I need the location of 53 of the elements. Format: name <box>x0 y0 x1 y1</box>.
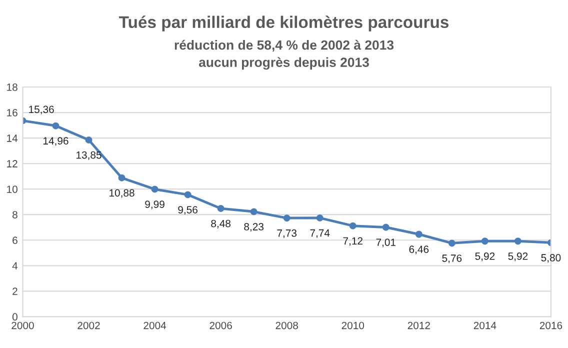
point <box>349 222 356 230</box>
point <box>514 238 522 245</box>
y-tick-label: 16 <box>7 109 18 116</box>
point <box>250 208 258 216</box>
point <box>118 174 126 182</box>
y-tick-label: 12 <box>7 160 18 168</box>
point <box>85 136 92 144</box>
data-label: 6,46 <box>409 246 429 254</box>
x-tick-label: 2008 <box>276 322 298 330</box>
point <box>184 191 192 198</box>
data-label: 15,36 <box>29 106 54 114</box>
data-label: 5,92 <box>508 252 528 262</box>
data-label: 10,88 <box>110 189 134 198</box>
y-tick-label: 2 <box>12 288 18 295</box>
data-label: 7,73 <box>277 229 297 238</box>
y-tick-label: 18 <box>7 84 18 91</box>
x-tick-label: 2016 <box>540 322 562 330</box>
y-tick-label: 0 <box>12 313 18 321</box>
y-tick-label: 10 <box>7 186 18 193</box>
point <box>415 230 422 238</box>
chart-subtitle: réduction de 58,4 % de 2002 à 2013 aucun progrès depuis 2013 <box>174 40 394 70</box>
data-label: 8,48 <box>211 220 230 228</box>
data-label: 9,56 <box>178 206 198 215</box>
point <box>52 122 60 130</box>
data-label: 5,80 <box>541 254 561 263</box>
y-tick-label: 8 <box>12 211 18 218</box>
x-tick-label: 2012 <box>408 322 430 330</box>
y-tick-label: 6 <box>12 236 18 244</box>
x-tick-label: 2000 <box>12 322 34 330</box>
data-label: 9,99 <box>145 200 164 210</box>
x-tick-label: 2006 <box>210 322 232 330</box>
data-label: 5,76 <box>442 254 462 264</box>
data-label: 7,74 <box>310 229 330 238</box>
x-tick-label: 2010 <box>342 322 364 330</box>
y-tick-label: 4 <box>12 262 18 270</box>
point <box>382 224 390 231</box>
data-label: 5,92 <box>475 252 495 262</box>
point <box>316 214 324 222</box>
data-label: 7,12 <box>343 237 362 246</box>
point <box>217 205 224 212</box>
data-label: 7,01 <box>376 238 396 248</box>
data-label: 13,85 <box>76 151 102 160</box>
point <box>151 186 158 193</box>
point <box>448 240 456 247</box>
x-tick-label: 2014 <box>474 322 496 330</box>
data-label: 8,23 <box>244 223 264 232</box>
data-label: 14,96 <box>43 137 68 146</box>
chart-title: Tués par milliard de kilomètres parcourus <box>119 16 449 32</box>
y-tick-label: 14 <box>7 134 18 142</box>
x-tick-label: 2004 <box>144 322 166 330</box>
point <box>283 214 290 222</box>
x-tick-label: 2002 <box>78 322 100 330</box>
point <box>481 238 488 245</box>
